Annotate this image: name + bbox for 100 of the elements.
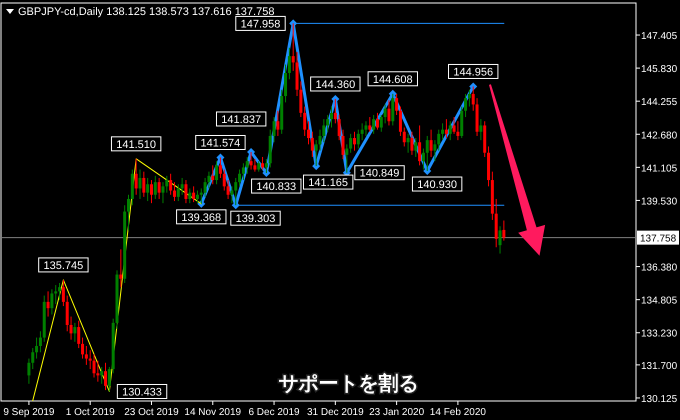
candlestick: [414, 138, 418, 158]
candlestick: [502, 220, 506, 242]
candlestick: [184, 180, 188, 204]
candlestick: [104, 362, 108, 391]
chart-title: GBPJPY-cd,Daily 138.125 138.573 137.616 137.758: [18, 6, 274, 18]
y-tick-label: 145.830: [641, 64, 678, 76]
candlestick: [158, 177, 161, 200]
value-label: 144.608: [368, 71, 418, 86]
candlestick: [46, 290, 50, 318]
data-label: 141.165: [308, 177, 348, 190]
candlestick: [395, 93, 398, 116]
value-label: 135.745: [38, 257, 89, 272]
candlestick: [372, 114, 376, 134]
value-label: 147.958: [235, 16, 286, 31]
candlestick: [387, 100, 390, 126]
x-tick-label: 23 Oct 2019: [124, 407, 180, 418]
y-tick-label: 130.125: [641, 394, 678, 405]
data-label: 144.956: [453, 66, 494, 78]
y-tick-label: 134.805: [641, 296, 678, 307]
candlestick: [441, 122, 444, 141]
candlestick: [426, 135, 429, 172]
candlestick: [192, 186, 196, 203]
y-tick-label: 144.255: [641, 97, 678, 108]
candlestick: [410, 131, 414, 156]
y-tick-label: 141.105: [641, 163, 678, 174]
x-tick-label: 14 Nov 2019: [184, 407, 242, 418]
candlestick: [391, 93, 394, 126]
candlestick: [318, 129, 322, 152]
data-label: 135.745: [44, 260, 84, 272]
value-label: 140.930: [412, 176, 462, 192]
value-label: 140.833: [251, 178, 302, 194]
candlestick: [456, 120, 460, 141]
candlestick: [77, 320, 80, 349]
candlestick: [498, 226, 502, 254]
candlestick: [418, 124, 422, 166]
candlestick: [188, 188, 192, 204]
data-label: 141.837: [221, 114, 262, 126]
candlestick: [352, 131, 356, 152]
candlestick: [257, 160, 260, 172]
candlestick: [376, 112, 379, 130]
data-label: 139.368: [181, 212, 222, 224]
candlestick: [364, 120, 368, 136]
x-tick-label: 9 Sep 2019: [3, 407, 55, 418]
candlestick: [430, 129, 433, 158]
candlestick: [307, 120, 310, 145]
candlestick: [100, 366, 104, 384]
value-label: 141.574: [195, 135, 246, 150]
candlestick: [218, 156, 222, 178]
data-label: 139.303: [236, 213, 276, 226]
data-label: 140.849: [360, 168, 400, 180]
candlestick: [169, 173, 172, 196]
candlestick: [253, 158, 256, 172]
candlestick: [341, 129, 344, 160]
x-tick-label: 31 Dec 2019: [306, 407, 364, 418]
candlestick: [330, 106, 333, 128]
candlestick: [161, 182, 164, 204]
candlestick: [368, 116, 372, 132]
candlestick: [402, 127, 406, 147]
candlestick: [146, 177, 150, 202]
y-tick-label: 147.405: [641, 31, 678, 42]
value-label: 144.956: [448, 64, 498, 79]
candlestick: [88, 350, 92, 370]
data-label: 140.930: [417, 179, 458, 192]
candlestick: [172, 182, 176, 202]
value-label: 139.303: [230, 210, 281, 226]
candlestick: [138, 169, 142, 200]
y-tick-label: 133.230: [641, 328, 678, 340]
candlestick: [261, 156, 264, 170]
value-label: 141.837: [216, 111, 266, 126]
candlestick: [81, 337, 84, 360]
candlestick: [479, 118, 482, 141]
candlestick: [35, 337, 38, 360]
candlestick: [314, 140, 318, 167]
candlestick: [154, 175, 157, 200]
candlestick: [288, 47, 291, 80]
candlestick: [50, 288, 54, 315]
data-label: 144.360: [315, 78, 356, 91]
candlestick: [165, 175, 168, 194]
candlestick: [127, 194, 130, 231]
candlestick: [134, 158, 138, 196]
candlestick: [238, 169, 242, 187]
y-tick-label: 139.530: [641, 196, 678, 208]
data-label: 147.958: [240, 18, 280, 30]
candlestick: [150, 180, 153, 204]
candlestick: [398, 106, 402, 136]
candlestick: [73, 322, 76, 342]
data-label: 141.574: [200, 137, 240, 150]
candlestick: [250, 151, 253, 170]
candlestick: [292, 22, 295, 72]
x-tick-label: 6 Dec 2019: [248, 407, 300, 418]
value-label: 144.360: [310, 76, 361, 92]
candlestick: [468, 89, 471, 108]
candlestick: [211, 164, 214, 185]
candlestick: [96, 360, 100, 382]
data-label: 140.833: [256, 181, 296, 194]
candlestick: [406, 133, 410, 154]
value-label: 139.368: [176, 209, 226, 224]
candlestick: [196, 190, 199, 204]
annotation: サポートを割る: [278, 372, 418, 395]
data-label: 144.608: [372, 74, 413, 86]
